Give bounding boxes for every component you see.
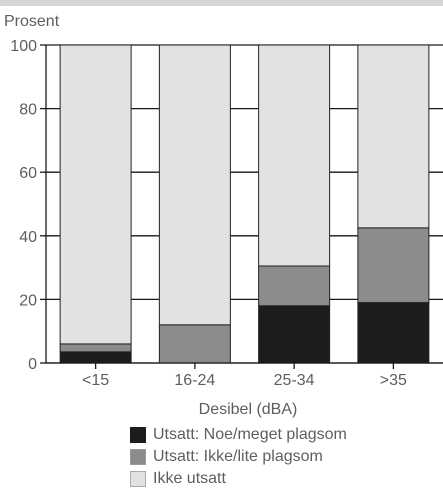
x-axis-title: Desibel (dBA) [199, 401, 298, 418]
x-tick-label: <15 [82, 372, 109, 389]
bar-segment [357, 227, 430, 304]
legend-item: Utsatt: Noe/meget plagsom [130, 424, 347, 446]
x-tick-label: 16-24 [174, 372, 215, 389]
bar-segment [158, 44, 231, 326]
bar-segment [59, 343, 132, 353]
y-tick-label: 100 [10, 38, 37, 55]
x-tick-label: >35 [380, 372, 407, 389]
legend-swatch-ikke-lite-plagsom [130, 449, 146, 465]
legend-swatch-noe-meget-plagsom [130, 427, 146, 443]
bar-segment [258, 265, 331, 307]
y-tick-label: 40 [19, 229, 37, 246]
bar-segment [258, 305, 331, 364]
legend-label: Utsatt: Noe/meget plagsom [153, 426, 347, 443]
legend-item: Utsatt: Ikke/lite plagsom [130, 446, 347, 468]
y-tick-label: 60 [19, 165, 37, 182]
bar-segment [59, 44, 132, 345]
y-axis-title: Prosent [4, 13, 60, 30]
bar-segment [357, 44, 430, 229]
bar-segment [258, 44, 331, 267]
x-tick-label: 25-34 [274, 372, 315, 389]
y-tick-label: 0 [28, 356, 37, 373]
legend: Utsatt: Noe/meget plagsom Utsatt: Ikke/l… [130, 424, 347, 490]
bar-segment [158, 324, 231, 364]
bar-segment [357, 302, 430, 364]
plot-area: 0 20 40 60 80 100 <15 16-24 25-34 >35 Prosent Des… [0, 0, 443, 420]
legend-swatch-ikke-utsatt [130, 471, 146, 487]
y-tick-label: 80 [19, 102, 37, 119]
legend-label: Ikke utsatt [153, 470, 226, 487]
bar-segment [59, 351, 132, 364]
legend-item: Ikke utsatt [130, 468, 347, 490]
y-tick-label: 20 [19, 292, 37, 309]
legend-label: Utsatt: Ikke/lite plagsom [153, 448, 323, 465]
